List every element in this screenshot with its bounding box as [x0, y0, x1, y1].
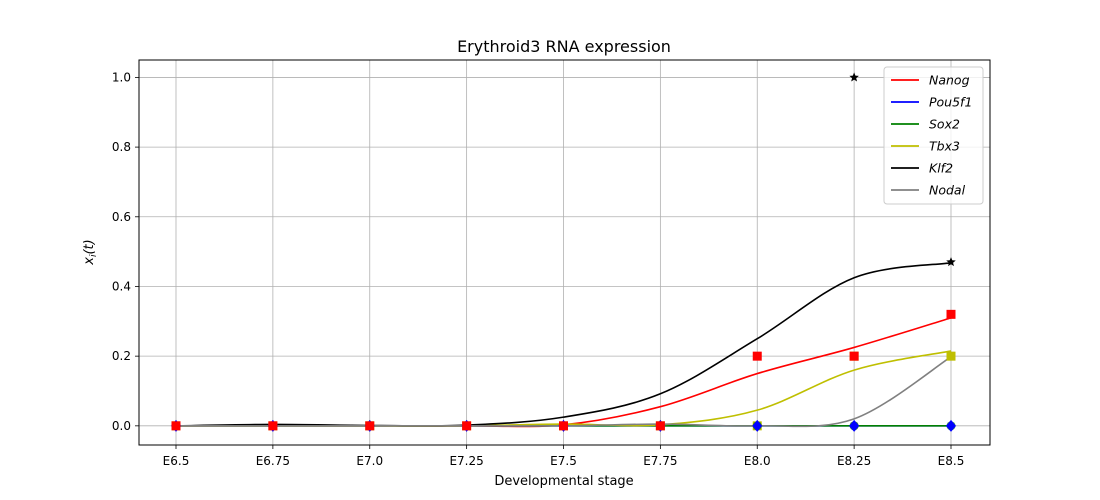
data-point-pou5f1 — [849, 419, 860, 432]
y-tick-label: 0.2 — [112, 349, 131, 363]
legend-label-sox2: Sox2 — [929, 117, 960, 132]
x-tick-label: E6.75 — [256, 454, 290, 468]
data-point-pou5f1 — [946, 419, 956, 432]
data-point-nanog — [655, 421, 665, 431]
series-markers — [171, 72, 956, 432]
x-tick-label: E8.25 — [837, 454, 871, 468]
legend-label-tbx3: Tbx3 — [929, 139, 960, 154]
x-tick-label: E6.5 — [163, 454, 190, 468]
y-tick-label: 1.0 — [112, 70, 131, 84]
x-tick-label: E7.75 — [643, 454, 677, 468]
x-tick-label: E7.25 — [449, 454, 483, 468]
plot-area-frame — [138, 59, 991, 446]
legend-label-klf2: Klf2 — [929, 161, 953, 176]
data-point-klf2 — [946, 257, 956, 267]
y-axis-label: xi(t) — [82, 239, 99, 265]
y-tick-label: 0.0 — [112, 419, 131, 433]
data-point-klf2 — [849, 72, 859, 82]
legend-label-nanog: Nanog — [929, 73, 970, 88]
data-point-nanog — [946, 309, 956, 319]
y-axis-ticks: 0.0 0.2 0.4 0.6 0.8 1.0 — [112, 70, 139, 433]
x-tick-label: E8.5 — [938, 454, 965, 468]
y-tick-label: 0.4 — [112, 279, 131, 293]
x-axis-ticks: E6.5 E6.75 E7.0 E7.25 E7.5 E7.75 E8.0 E8.25 E8.5 — [163, 445, 965, 468]
x-tick-label: E7.0 — [356, 454, 383, 468]
data-point-nanog — [268, 421, 278, 431]
data-point-nanog — [462, 421, 472, 431]
data-point-nanog — [752, 351, 762, 361]
data-point-pou5f1 — [752, 419, 763, 432]
legend-label-pou5f1: Pou5f1 — [929, 95, 972, 110]
legend-label-nodal: Nodal — [929, 183, 966, 198]
y-tick-label: 0.8 — [112, 140, 131, 154]
data-point-nanog — [559, 421, 568, 431]
data-point-nanog — [849, 351, 859, 361]
series-line-klf2 — [175, 261, 952, 427]
x-tick-label: E7.5 — [550, 454, 577, 468]
x-axis-label: Developmental stage — [494, 474, 633, 489]
data-point-nanog — [171, 421, 181, 431]
legend: Nanog Pou5f1 Sox2 Tbx3 Klf2 Nodal — [883, 66, 984, 205]
data-point-tbx3 — [946, 351, 956, 361]
x-tick-label: E8.0 — [744, 454, 771, 468]
chart-title: Erythroid3 RNA expression — [457, 37, 671, 56]
data-point-nanog — [365, 421, 375, 431]
y-tick-label: 0.6 — [112, 210, 131, 224]
